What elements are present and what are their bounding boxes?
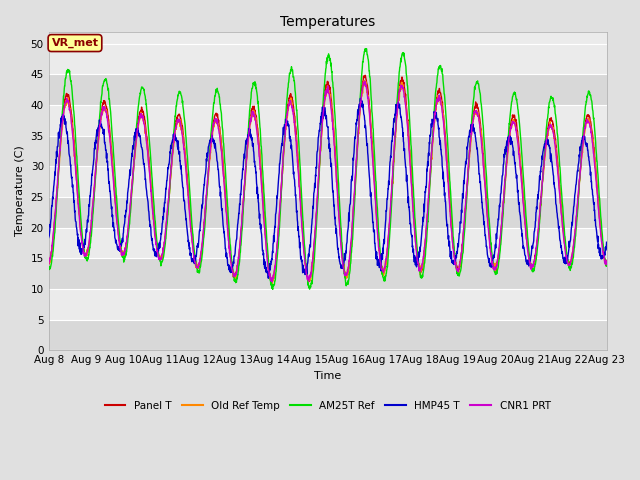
Old Ref Temp (484, 222, 492, 228)
CNR1 PRT (316, 151, 324, 156)
Line: CNR1 PRT: CNR1 PRT (49, 81, 607, 282)
X-axis label: Time: Time (314, 371, 341, 381)
Bar (49, 320, 607, 350)
HMP45 T (587, 172, 595, 178)
Old Ref Temp (360, 78, 368, 84)
Panel T (484, 221, 492, 227)
HMP45 T (587, 169, 595, 175)
AM25T Ref (603, 263, 611, 269)
Bar (49, 258, 607, 289)
Panel T (316, 147, 324, 153)
HMP45 T (316, 120, 324, 126)
Panel T (587, 119, 595, 124)
HMP45 T (356, 96, 364, 101)
Line: HMP45 T: HMP45 T (49, 98, 607, 278)
Old Ref Temp (45, 261, 52, 267)
HMP45 T (301, 266, 309, 272)
Line: Panel T: Panel T (49, 75, 607, 282)
Bar (49, 197, 607, 228)
AM25T Ref (587, 95, 595, 100)
Bar (49, 74, 607, 105)
AM25T Ref (362, 46, 369, 52)
CNR1 PRT (587, 124, 595, 130)
AM25T Ref (74, 161, 81, 167)
Panel T (45, 260, 52, 266)
Panel T (74, 181, 81, 187)
Text: VR_met: VR_met (51, 38, 99, 48)
Old Ref Temp (603, 259, 611, 264)
Old Ref Temp (587, 124, 595, 130)
Bar (49, 105, 607, 136)
CNR1 PRT (360, 78, 368, 84)
Bar (49, 44, 607, 74)
HMP45 T (603, 240, 611, 245)
Bar (49, 136, 607, 167)
Title: Temperatures: Temperatures (280, 15, 375, 29)
AM25T Ref (587, 92, 595, 98)
Y-axis label: Temperature (C): Temperature (C) (15, 145, 25, 236)
Bar (49, 167, 607, 197)
AM25T Ref (316, 151, 324, 156)
Panel T (362, 72, 369, 78)
Legend: Panel T, Old Ref Temp, AM25T Ref, HMP45 T, CNR1 PRT: Panel T, Old Ref Temp, AM25T Ref, HMP45 … (100, 397, 555, 415)
Bar (49, 228, 607, 258)
CNR1 PRT (74, 186, 81, 192)
AM25T Ref (301, 255, 309, 261)
CNR1 PRT (45, 261, 52, 267)
CNR1 PRT (603, 259, 611, 265)
AM25T Ref (269, 287, 276, 292)
AM25T Ref (45, 264, 52, 269)
Panel T (301, 261, 309, 267)
Panel T (587, 121, 595, 127)
Bar (49, 289, 607, 320)
Line: AM25T Ref: AM25T Ref (49, 49, 607, 289)
Old Ref Temp (268, 281, 276, 287)
CNR1 PRT (268, 279, 276, 285)
HMP45 T (45, 235, 52, 240)
Line: Old Ref Temp: Old Ref Temp (49, 81, 607, 284)
CNR1 PRT (587, 130, 595, 135)
CNR1 PRT (484, 227, 492, 233)
Old Ref Temp (587, 124, 595, 130)
CNR1 PRT (301, 261, 309, 266)
Old Ref Temp (74, 183, 81, 189)
Panel T (603, 258, 611, 264)
HMP45 T (74, 230, 81, 236)
Old Ref Temp (316, 151, 324, 157)
AM25T Ref (484, 209, 492, 215)
HMP45 T (484, 256, 492, 262)
Panel T (268, 279, 276, 285)
HMP45 T (264, 276, 272, 281)
Old Ref Temp (301, 263, 309, 269)
